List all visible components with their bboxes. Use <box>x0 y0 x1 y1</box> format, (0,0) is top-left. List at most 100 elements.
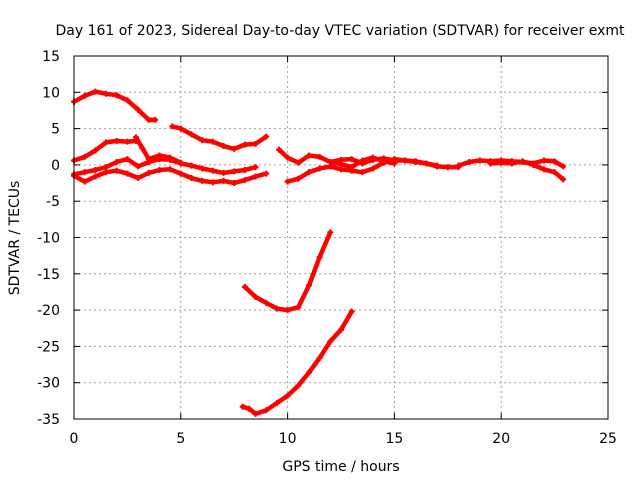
data-point <box>316 165 323 172</box>
data-point <box>177 125 184 132</box>
data-point <box>284 392 291 399</box>
x-tick-label: 10 <box>279 431 297 447</box>
data-point <box>498 159 505 166</box>
data-point <box>338 161 344 168</box>
data-point <box>113 92 120 99</box>
data-point <box>508 160 515 167</box>
data-point <box>145 169 152 176</box>
data-point <box>560 176 567 183</box>
data-point <box>540 166 547 173</box>
data-point <box>220 177 227 184</box>
y-tick-label: 5 <box>51 122 60 138</box>
data-point <box>423 160 430 167</box>
data-point <box>241 166 248 173</box>
data-point <box>252 410 259 417</box>
tick-marks <box>73 55 609 420</box>
data-point <box>273 400 280 407</box>
data-point <box>263 133 270 140</box>
data-series <box>71 88 567 417</box>
data-point <box>103 164 110 171</box>
x-tick-label: 0 <box>70 431 79 447</box>
chart-title: Day 161 of 2023, Sidereal Day-to-day VTE… <box>56 23 626 39</box>
data-point <box>167 166 174 173</box>
data-point <box>305 169 312 176</box>
data-point <box>103 169 110 176</box>
data-point <box>284 154 291 161</box>
data-point <box>519 158 526 165</box>
data-point <box>412 158 419 165</box>
data-point <box>152 116 159 123</box>
data-point <box>124 170 131 177</box>
y-tick-label: -15 <box>37 267 60 283</box>
y-axis-label: SDTVAR / TECUs <box>7 181 23 296</box>
data-point <box>305 369 312 376</box>
data-point <box>199 177 206 184</box>
data-point <box>241 283 248 290</box>
data-point <box>391 160 398 167</box>
data-point <box>156 152 163 159</box>
data-point <box>81 178 88 185</box>
data-point <box>316 355 323 362</box>
data-point <box>380 158 387 165</box>
data-point <box>444 164 451 171</box>
data-point <box>92 88 99 95</box>
data-point <box>188 162 195 169</box>
data-point <box>231 180 238 187</box>
data-point <box>241 177 248 184</box>
data-point <box>92 166 99 173</box>
data-point <box>455 162 462 169</box>
data-point <box>560 163 567 170</box>
data-point <box>487 160 494 167</box>
data-point <box>252 164 259 171</box>
data-point <box>263 299 270 306</box>
data-point <box>220 169 227 176</box>
data-point <box>327 229 334 236</box>
data-point <box>540 157 547 164</box>
data-point <box>359 157 366 164</box>
data-point <box>209 138 216 145</box>
data-point <box>177 159 184 166</box>
data-point <box>284 307 291 314</box>
y-tick-label: 10 <box>42 85 60 101</box>
data-point <box>145 116 152 123</box>
x-tick-label: 25 <box>599 431 617 447</box>
y-tick-label: -30 <box>37 376 60 392</box>
data-point <box>124 138 131 145</box>
data-point <box>338 166 344 173</box>
data-point <box>476 157 483 164</box>
data-point <box>156 166 163 173</box>
data-point <box>316 153 323 160</box>
data-point <box>434 162 441 169</box>
data-point <box>135 106 142 113</box>
data-point <box>263 170 270 177</box>
data-point <box>273 305 280 312</box>
data-point <box>135 174 142 181</box>
data-point <box>295 382 302 389</box>
tick-labels: 0 5 10 15 20 25 15 10 5 0 -5 -10 -15 -20 -25 -30 -35 <box>37 49 617 447</box>
data-point <box>348 308 355 315</box>
data-point <box>135 163 142 170</box>
data-point <box>103 90 110 97</box>
data-point <box>132 134 139 141</box>
y-tick-label: -20 <box>37 303 60 319</box>
data-point <box>263 407 270 414</box>
x-tick-label: 5 <box>176 431 185 447</box>
data-point <box>188 174 195 181</box>
data-point <box>530 161 537 168</box>
data-point <box>124 156 131 163</box>
data-point <box>276 146 283 153</box>
data-point <box>199 137 206 144</box>
data-point <box>209 179 216 186</box>
data-point <box>231 168 238 175</box>
data-point <box>370 165 377 172</box>
data-point <box>402 157 409 164</box>
y-tick-label: -35 <box>37 412 60 428</box>
data-point <box>305 282 312 289</box>
data-point <box>209 167 216 174</box>
data-point <box>220 143 227 150</box>
data-point <box>466 158 473 165</box>
data-point <box>124 97 131 104</box>
data-point <box>295 175 302 182</box>
